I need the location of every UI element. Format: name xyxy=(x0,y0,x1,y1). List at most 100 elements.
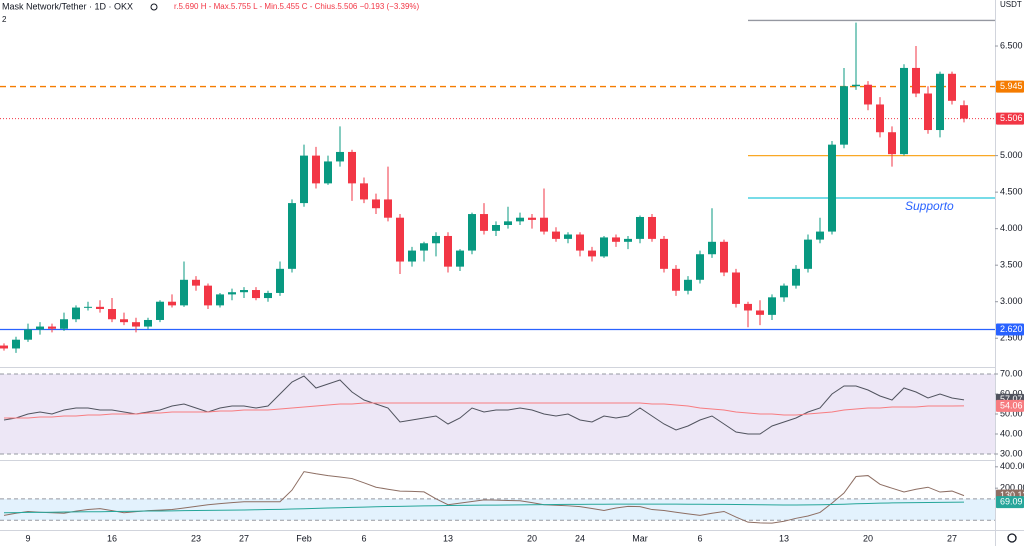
candle-body xyxy=(180,279,188,306)
candle-body xyxy=(960,105,968,119)
candle-body xyxy=(612,237,620,242)
candle-body xyxy=(108,309,116,320)
candle-body xyxy=(96,306,104,310)
y-tick-label: 3.000 xyxy=(1000,296,1023,306)
indicator-line xyxy=(4,402,965,419)
candle-body xyxy=(660,238,668,269)
price-tag xyxy=(996,112,1024,125)
candle-body xyxy=(12,339,20,349)
plot: 2.500 3.000 3.500 4.000 4.500 5.000 6.500 9 16 23… xyxy=(0,19,1024,543)
x-tick-label: 24 xyxy=(575,533,585,543)
candle-body xyxy=(732,272,740,304)
price-tag xyxy=(996,80,1024,93)
candle-body xyxy=(672,268,680,291)
candle-body xyxy=(792,268,800,286)
x-tick-label: 16 xyxy=(107,533,117,543)
candle-body xyxy=(708,241,716,255)
candle-body xyxy=(24,329,32,340)
candle-body xyxy=(324,161,332,184)
y-tick-label: 70.00 xyxy=(1000,368,1023,378)
candle-body xyxy=(168,301,176,306)
candle-body xyxy=(240,290,248,293)
candle-body xyxy=(720,241,728,273)
candle-body xyxy=(156,301,164,320)
candle-body xyxy=(624,238,632,242)
y-tick-label: 4.000 xyxy=(1000,223,1023,233)
candle-body xyxy=(432,235,440,244)
candle-body xyxy=(480,214,488,231)
candle-body xyxy=(876,104,884,133)
candle-body xyxy=(828,144,836,232)
candle-body xyxy=(120,319,128,323)
candle-body xyxy=(252,290,260,299)
indicator-line xyxy=(3,471,965,524)
candle-body xyxy=(72,307,80,320)
candle-body xyxy=(144,319,152,327)
candle-body xyxy=(744,303,752,311)
candle-body xyxy=(192,279,200,286)
candle-body xyxy=(348,151,356,184)
candle-body xyxy=(924,93,932,131)
candle-body xyxy=(336,151,344,162)
candle-body xyxy=(852,84,860,87)
price-tag xyxy=(996,496,1024,509)
x-tick-label: Mar xyxy=(632,533,648,543)
y-tick-label: 400.00 xyxy=(1000,461,1024,471)
price-tag-label: 57.07 xyxy=(1000,394,1023,404)
y-tick-label: 200.00 xyxy=(1000,483,1024,493)
x-tick-label: 6 xyxy=(697,533,702,543)
candle-body xyxy=(684,279,692,291)
candle-body xyxy=(60,319,68,329)
candle-body xyxy=(216,294,224,306)
annotation: Supporto xyxy=(905,199,954,213)
currency[interactable]: USDT xyxy=(1000,0,1022,9)
candle-body xyxy=(264,292,272,299)
candle-body xyxy=(396,217,404,262)
candle-body xyxy=(768,297,776,315)
eye-icon[interactable] xyxy=(150,3,158,11)
x-tick-label: Feb xyxy=(296,533,312,543)
candle-body xyxy=(648,216,656,239)
candle-body xyxy=(408,250,416,262)
x-tick-label: 20 xyxy=(863,533,873,543)
indicator-line xyxy=(3,501,965,514)
indicator-count[interactable]: 2 xyxy=(2,15,7,24)
y-tick-label: 30.00 xyxy=(1000,448,1023,458)
x-tick-label: 6 xyxy=(361,533,366,543)
y-tick-label: 3.500 xyxy=(1000,260,1023,270)
candle-body xyxy=(516,217,524,222)
candle-body xyxy=(816,231,824,240)
candle-body xyxy=(600,237,608,257)
x-tick-label: 13 xyxy=(779,533,789,543)
y-tick-label: 5.000 xyxy=(1000,150,1023,160)
candle-body xyxy=(228,292,236,295)
y-tick-label: 4.500 xyxy=(1000,187,1023,197)
y-tick-label: 2.500 xyxy=(1000,333,1023,343)
band xyxy=(0,498,995,521)
x-tick-label: 23 xyxy=(191,533,201,543)
settings-icon[interactable] xyxy=(1007,533,1017,543)
y-tick-label: 40.00 xyxy=(1000,428,1023,438)
candle-body xyxy=(276,268,284,293)
candle-body xyxy=(204,285,212,306)
price-tag-label: 69.09 xyxy=(1000,497,1023,507)
candle-body xyxy=(552,231,560,239)
x-tick-label: 20 xyxy=(527,533,537,543)
x-tick-label: 27 xyxy=(239,533,249,543)
candle-body xyxy=(444,235,452,267)
candle-body xyxy=(36,326,44,330)
candle-body xyxy=(540,217,548,232)
y-tick-label: 50.00 xyxy=(1000,408,1023,418)
candle-body xyxy=(576,234,584,251)
candle-body xyxy=(384,199,392,218)
candle-body xyxy=(132,322,140,327)
y-tick-label: 60.00 xyxy=(1000,388,1023,398)
y-tick-label: 6.500 xyxy=(1000,40,1023,50)
candle-body xyxy=(864,84,872,105)
candle-body xyxy=(288,203,296,269)
x-tick-label: 27 xyxy=(947,533,957,543)
candle-body xyxy=(780,285,788,298)
